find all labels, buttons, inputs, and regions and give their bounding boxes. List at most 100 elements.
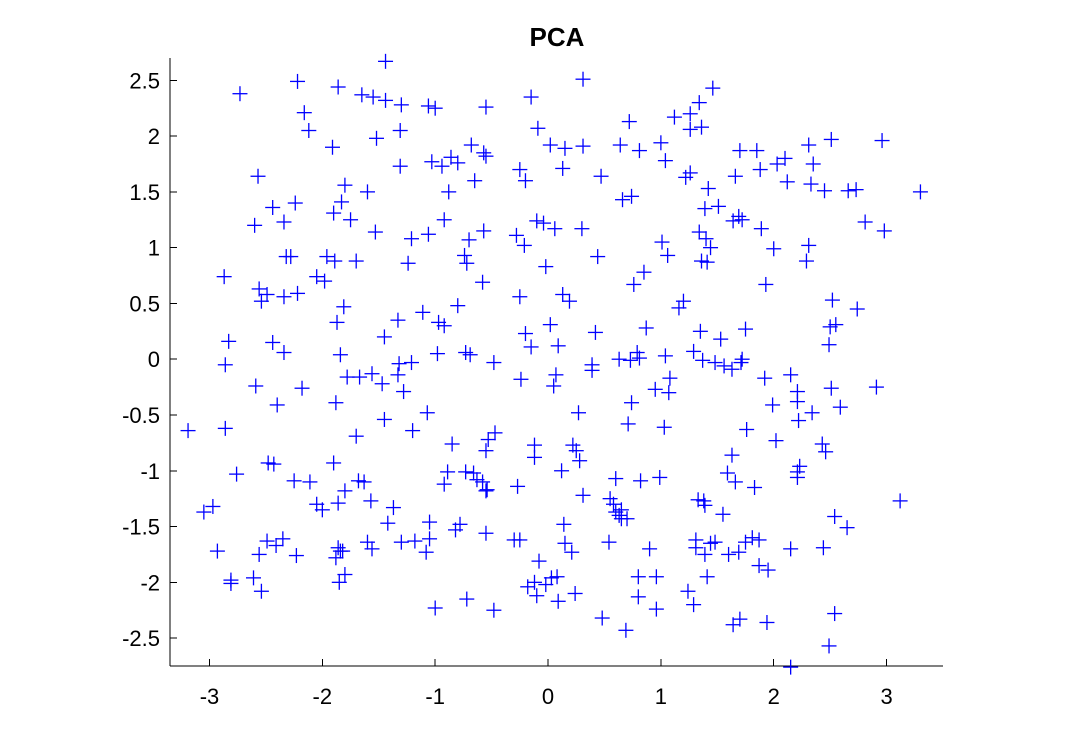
y-tick-label: -1.5	[122, 515, 160, 540]
data-point	[621, 114, 637, 130]
data-point	[608, 471, 624, 487]
data-point	[343, 212, 359, 228]
data-point	[724, 361, 740, 377]
data-point	[814, 436, 830, 452]
data-point	[523, 339, 539, 355]
data-point	[466, 465, 482, 481]
data-point	[727, 474, 743, 490]
data-point	[319, 249, 335, 265]
data-point	[487, 425, 503, 441]
data-point	[217, 420, 233, 436]
data-point	[765, 397, 781, 413]
data-point	[378, 53, 394, 69]
data-point	[259, 533, 275, 549]
data-point	[352, 369, 368, 385]
data-point	[682, 121, 698, 137]
data-point	[403, 355, 419, 371]
data-point	[832, 399, 848, 415]
data-point	[739, 421, 755, 437]
data-point	[516, 237, 532, 253]
data-point	[337, 567, 353, 583]
data-point	[467, 173, 483, 189]
data-point	[294, 380, 310, 396]
data-point	[817, 183, 833, 199]
data-point	[434, 158, 450, 174]
data-point	[753, 221, 769, 237]
data-point	[839, 520, 855, 536]
data-point	[710, 198, 726, 214]
data-point	[734, 351, 750, 367]
data-point	[301, 123, 317, 139]
data-point	[290, 285, 306, 301]
data-point	[385, 500, 401, 516]
x-tick-label: 1	[655, 684, 667, 709]
data-point	[815, 540, 831, 556]
data-point	[732, 611, 748, 627]
data-point	[250, 168, 266, 184]
data-point	[555, 287, 571, 303]
data-point	[396, 384, 412, 400]
data-point	[390, 367, 406, 383]
data-point	[744, 530, 760, 546]
data-point	[699, 569, 715, 585]
y-tick-label: 2	[148, 124, 160, 149]
data-point	[657, 153, 673, 169]
data-point	[783, 541, 799, 557]
data-point	[732, 143, 748, 159]
data-point	[630, 569, 646, 585]
data-point	[818, 444, 834, 460]
data-point	[486, 355, 502, 371]
data-point	[478, 525, 494, 541]
data-point	[288, 548, 304, 564]
data-point	[275, 531, 291, 547]
data-point	[512, 289, 528, 305]
data-point	[422, 514, 438, 530]
data-point	[419, 405, 435, 421]
data-point	[296, 105, 312, 121]
data-point	[476, 223, 492, 239]
data-point	[801, 137, 817, 153]
data-point	[286, 473, 302, 489]
data-point	[232, 86, 248, 102]
data-point	[757, 370, 773, 386]
y-tick-label: -2.5	[122, 626, 160, 651]
data-point	[840, 183, 856, 199]
data-point	[337, 483, 353, 499]
data-point	[479, 482, 495, 498]
data-point	[738, 321, 754, 337]
data-point	[587, 324, 603, 340]
data-point	[624, 188, 640, 204]
data-point	[804, 405, 820, 421]
data-point	[462, 347, 478, 363]
data-point	[724, 447, 740, 463]
data-point	[531, 553, 547, 569]
data-point	[543, 570, 559, 586]
data-point	[666, 109, 682, 125]
data-point	[517, 173, 533, 189]
data-point	[476, 145, 492, 161]
data-point	[217, 357, 233, 373]
data-point	[374, 376, 390, 392]
data-point	[605, 496, 621, 512]
data-point	[436, 318, 452, 334]
data-point	[331, 574, 347, 590]
data-point	[542, 137, 558, 153]
data-point	[480, 432, 496, 448]
data-point	[407, 533, 423, 549]
data-point	[705, 80, 721, 96]
data-point	[803, 176, 819, 192]
data-point	[380, 515, 396, 531]
data-point	[529, 213, 545, 229]
data-point	[547, 221, 563, 237]
data-point	[613, 511, 629, 527]
data-point	[682, 106, 698, 122]
data-point	[359, 534, 375, 550]
y-tick-label: 0.5	[129, 291, 160, 316]
data-point	[283, 249, 299, 265]
data-point	[290, 73, 306, 89]
data-point	[478, 483, 494, 499]
data-point	[661, 385, 677, 401]
data-point	[517, 326, 533, 342]
data-point	[251, 546, 267, 562]
data-point	[857, 214, 873, 230]
